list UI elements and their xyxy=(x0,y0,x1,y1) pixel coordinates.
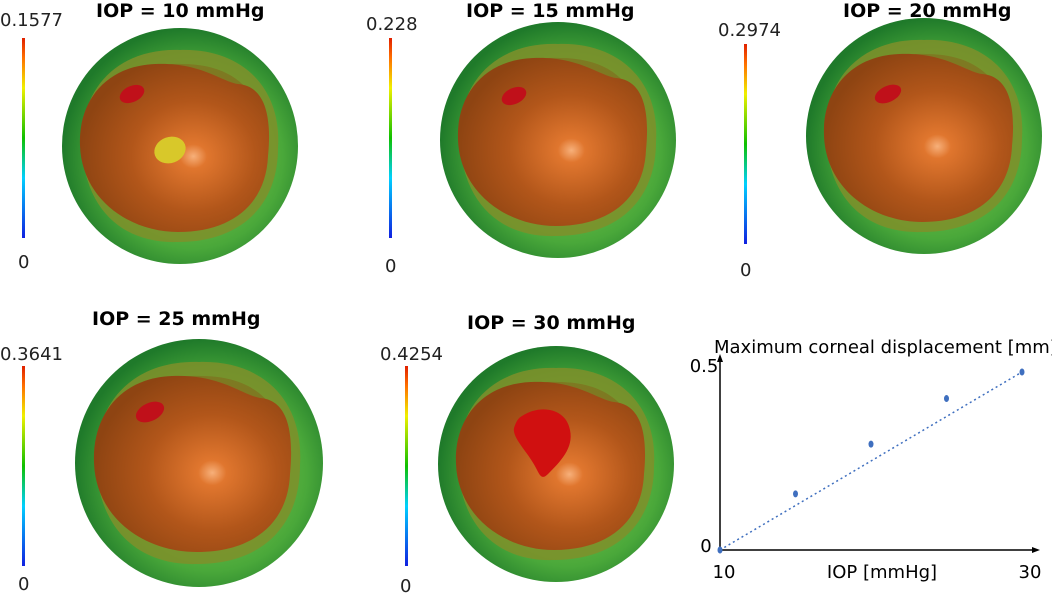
panel-title: IOP = 25 mmHg xyxy=(92,308,261,330)
colorbar-max-label: 0.3641 xyxy=(0,344,63,365)
colorbar-min-label: 0 xyxy=(18,252,30,273)
colorbar-min-label: 0 xyxy=(740,260,752,281)
colorbar-min-label: 0 xyxy=(385,256,397,277)
colorbar-min-label: 0 xyxy=(400,576,412,597)
cornea-displacement-sphere xyxy=(62,28,298,264)
y-axis-arrow xyxy=(717,354,723,362)
cornea-displacement-sphere xyxy=(440,22,676,258)
data-point xyxy=(944,395,949,403)
colorbar xyxy=(405,366,408,566)
data-point xyxy=(868,440,874,448)
data-point xyxy=(793,490,798,498)
linear-fit-line xyxy=(719,371,1023,551)
x-tick-label-max: 30 xyxy=(1019,562,1042,583)
colorbar xyxy=(389,38,392,238)
data-point xyxy=(717,546,723,554)
colorbar-max-label: 0.1577 xyxy=(0,10,63,31)
colorbar xyxy=(22,366,25,566)
cornea-displacement-sphere xyxy=(75,339,323,587)
panel-title: IOP = 10 mmHg xyxy=(96,0,265,22)
x-axis-arrow xyxy=(1032,547,1040,553)
panel-title: IOP = 20 mmHg xyxy=(843,0,1012,22)
cornea-displacement-sphere xyxy=(806,18,1042,254)
y-tick-label-min: 0 xyxy=(700,536,711,557)
y-tick-label-max: 0.5 xyxy=(690,356,718,377)
data-point xyxy=(1019,368,1025,376)
data-points xyxy=(717,368,1025,554)
x-tick-label-min: 10 xyxy=(713,562,736,583)
colorbar-max-label: 0.2974 xyxy=(718,20,781,41)
cornea-displacement-sphere xyxy=(438,346,674,582)
panel-title: IOP = 15 mmHg xyxy=(466,0,635,22)
colorbar xyxy=(744,44,747,244)
colorbar xyxy=(22,38,25,238)
panel-title: IOP = 30 mmHg xyxy=(467,312,636,334)
displacement-scatter-plot: Maximum corneal displacement [mm] 0 0.5 … xyxy=(690,337,1052,583)
chart-title: Maximum corneal displacement [mm] xyxy=(714,337,1052,358)
colorbar-min-label: 0 xyxy=(18,574,30,595)
colorbar-max-label: 0.228 xyxy=(366,14,418,35)
x-axis-label: IOP [mmHg] xyxy=(827,562,937,583)
colorbar-max-label: 0.4254 xyxy=(380,344,443,365)
